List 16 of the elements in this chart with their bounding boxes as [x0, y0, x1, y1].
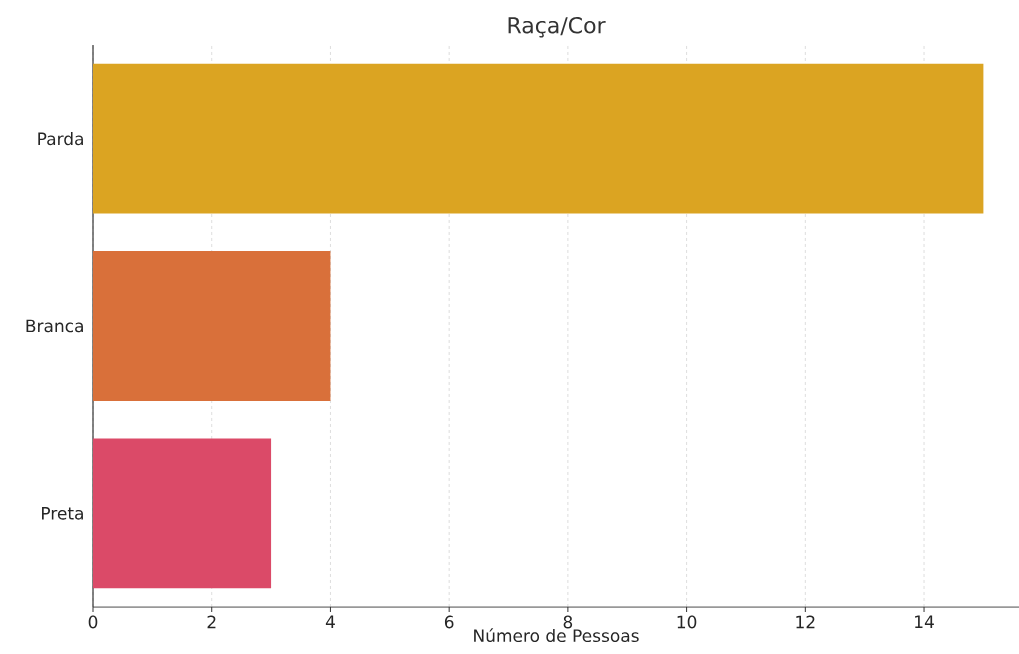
- x-axis-title: Número de Pessoas: [474, 628, 639, 643]
- x-tick-label: 10: [677, 615, 697, 629]
- chart-title: Raça/Cor: [508, 16, 606, 38]
- y-tick-label: Parda: [38, 132, 83, 146]
- x-tick-label: 8: [563, 615, 573, 629]
- bar: [93, 251, 331, 401]
- x-tick-label: 6: [444, 615, 454, 629]
- bar: [93, 63, 984, 214]
- x-tick-label: 0: [88, 615, 98, 629]
- y-tick-label: Preta: [42, 507, 83, 520]
- x-tick-label: 4: [325, 615, 335, 628]
- x-tick-label: 14: [915, 615, 934, 628]
- bar: [93, 438, 272, 589]
- y-tick-label: Branca: [26, 319, 83, 333]
- x-tick-label: 12: [796, 615, 815, 629]
- x-tick-label: 2: [207, 615, 216, 629]
